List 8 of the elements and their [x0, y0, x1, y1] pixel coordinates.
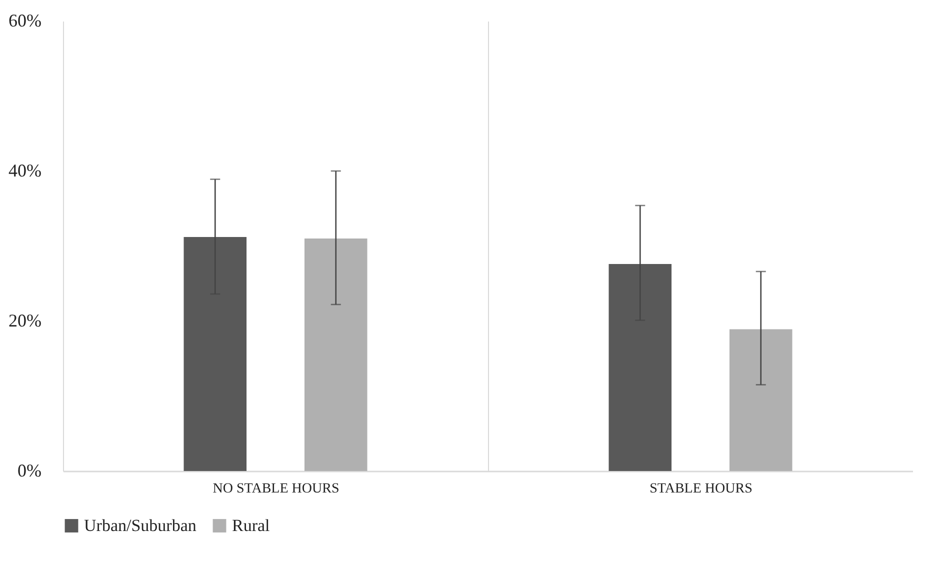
y-tick-label: 0%: [18, 460, 42, 480]
legend-label: Rural: [232, 516, 270, 535]
legend-label: Urban/Suburban: [84, 516, 197, 535]
x-tick-label: NO STABLE HOURS: [212, 482, 340, 496]
y-tick-label: 60%: [8, 10, 42, 30]
y-tick-label: 20%: [8, 310, 42, 330]
x-tick-label: STABLE HOURS: [650, 482, 752, 496]
y-tick-label: 40%: [8, 160, 42, 180]
